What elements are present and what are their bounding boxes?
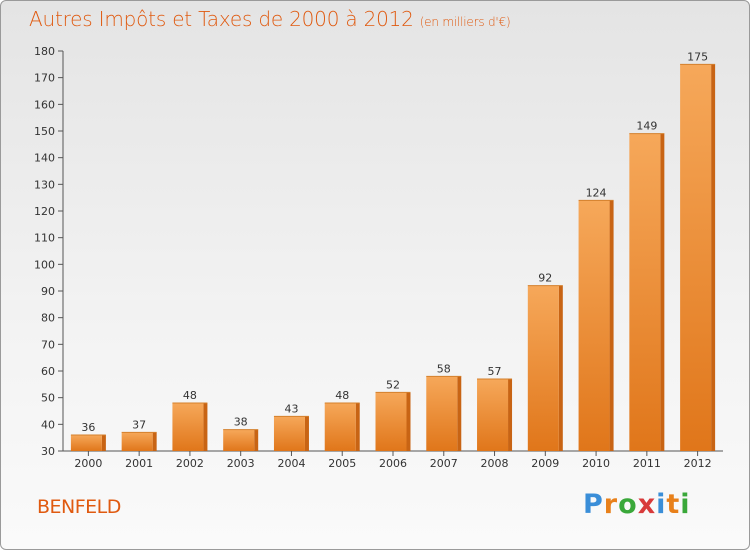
data-label: 52 [386,378,400,391]
proxiti-logo[interactable]: Proxiti [583,489,691,520]
bar-side [406,392,411,451]
x-tick-label: 2006 [379,457,407,470]
y-tick-label: 140 [34,152,55,165]
data-label: 37 [132,418,146,431]
bar-side [254,429,259,451]
bar-side [304,416,309,451]
x-tick-label: 2011 [633,457,661,470]
data-label: 58 [437,362,451,375]
x-tick-label: 2007 [430,457,458,470]
bar-side [355,403,360,451]
data-label: 43 [284,402,298,415]
chart-title: Autres Impôts et Taxes de 2000 à 2012 (en… [29,7,511,31]
bars: 36 37 48 38 43 48 52 58 57 92 124 149 175 [70,50,716,452]
town-name: BENFELD [37,496,121,518]
bar [273,416,305,451]
bar-side [457,376,462,451]
bar [223,429,255,451]
bar-side [660,133,665,451]
x-tick-label: 2009 [531,457,559,470]
data-label: 124 [586,186,607,199]
bar [172,403,204,451]
y-tick-label: 130 [34,178,55,191]
axes: 30 40 50 60 70 80 90 100 110 120 130 140 150 160 170 18… [34,45,723,470]
x-tick-label: 2010 [582,457,610,470]
x-tick-label: 2001 [125,457,153,470]
x-tick-label: 2002 [176,457,204,470]
y-tick-label: 50 [41,392,55,405]
bar [680,64,712,452]
logo-letter: t [666,489,681,520]
bar-side [508,379,513,451]
y-tick-label: 160 [34,98,55,111]
bar [527,285,559,451]
logo-letter: P [583,489,604,520]
logo-letter: i [680,489,691,520]
y-tick-label: 30 [41,445,55,458]
chart-subtitle: (en milliers d'€) [419,15,511,29]
bar-side [203,403,208,451]
data-label: 149 [636,120,657,133]
data-label: 57 [488,365,502,378]
bar [121,432,153,451]
y-tick-label: 100 [34,258,55,271]
logo-letter: o [618,489,638,520]
y-tick-label: 110 [34,232,55,245]
y-tick-label: 150 [34,125,55,138]
bar-side [558,285,563,451]
data-label: 48 [183,389,197,402]
x-tick-label: 2004 [277,457,305,470]
y-tick-label: 120 [34,205,55,218]
y-tick-label: 60 [41,365,55,378]
x-tick-label: 2008 [481,457,509,470]
bar [578,200,610,451]
bar [324,403,356,451]
bar [629,133,661,451]
data-label: 48 [335,389,349,402]
x-tick-label: 2003 [227,457,255,470]
data-label: 92 [538,272,552,285]
bar-side [711,64,716,452]
bar [375,392,407,451]
bar-side [609,200,614,451]
bar [477,379,509,451]
x-tick-label: 2000 [74,457,102,470]
logo-letter: r [603,489,619,520]
x-tick-label: 2005 [328,457,356,470]
logo-letter: x [637,489,657,520]
data-label: 38 [234,416,248,429]
bar [426,376,458,451]
bar [70,435,102,451]
bar-side [152,432,157,451]
bar-side [101,435,106,451]
x-tick-label: 2012 [684,457,712,470]
y-tick-label: 90 [41,285,55,298]
y-tick-label: 80 [41,312,55,325]
data-label: 36 [81,421,95,434]
y-tick-label: 40 [41,418,55,431]
chart-title-text: Autres Impôts et Taxes de 2000 à 2012 [29,7,414,31]
y-tick-label: 170 [34,72,55,85]
data-label: 175 [687,50,708,63]
y-tick-label: 70 [41,338,55,351]
y-tick-label: 180 [34,45,55,58]
logo-letter: i [656,489,667,520]
